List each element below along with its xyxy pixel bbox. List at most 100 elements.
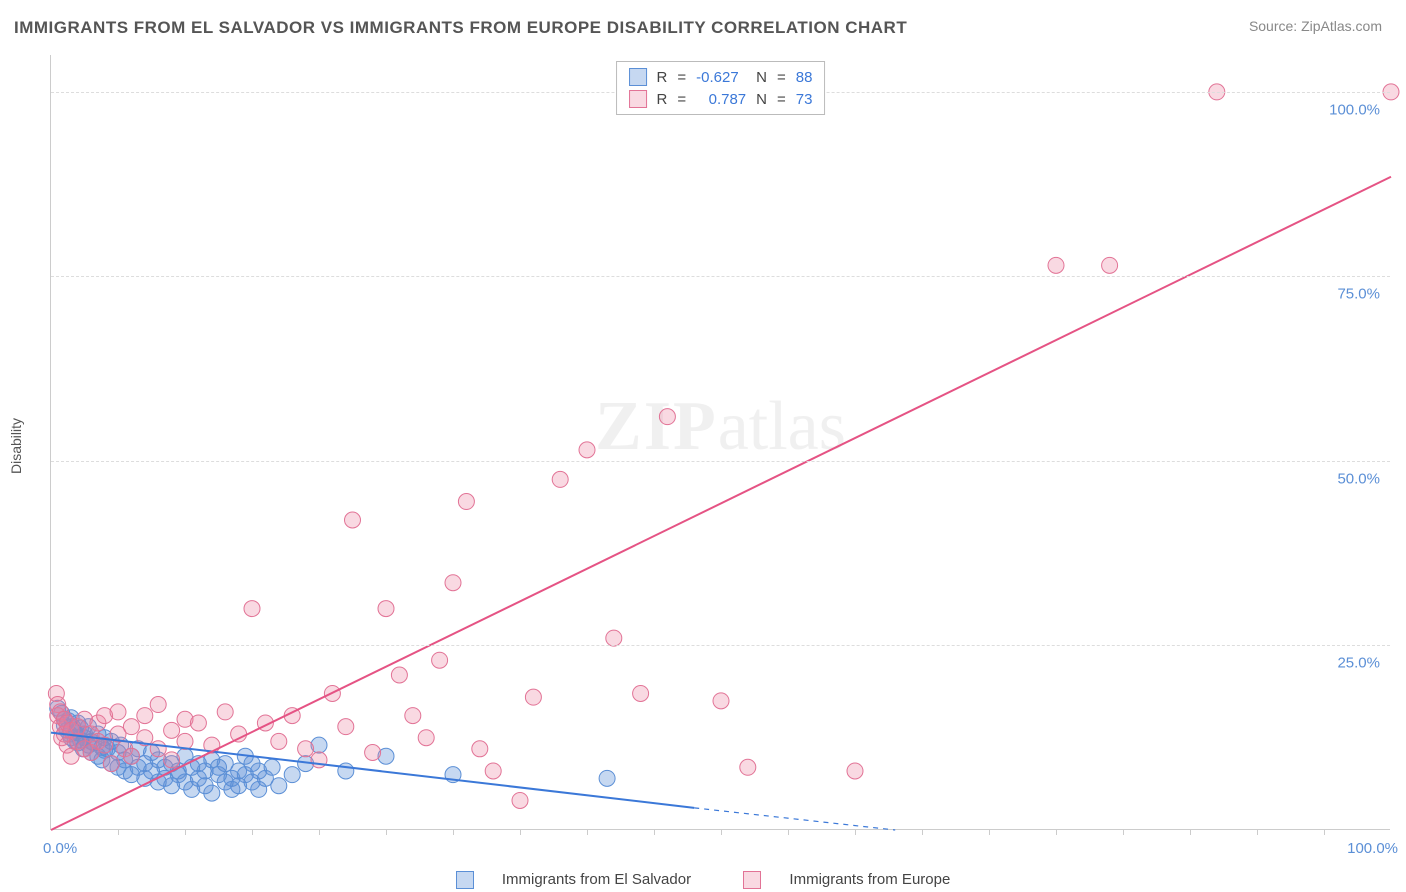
r-value-elsalvador: -0.627	[696, 69, 746, 86]
source-attribution: Source: ZipAtlas.com	[1249, 18, 1382, 34]
scatter-point-europe	[847, 763, 863, 779]
r-value-europe: 0.787	[696, 91, 746, 108]
x-tick	[319, 829, 320, 835]
y-tick-label: 100.0%	[1329, 101, 1380, 118]
scatter-point-europe	[190, 715, 206, 731]
x-tick-label: 100.0%	[1347, 840, 1398, 857]
x-tick	[1056, 829, 1057, 835]
stats-row-europe: R = 0.787 N = 73	[629, 88, 813, 110]
y-axis-label: Disability	[8, 418, 24, 474]
scatter-point-europe	[633, 685, 649, 701]
scatter-point-europe	[298, 741, 314, 757]
regression-line-europe	[51, 177, 1391, 830]
scatter-point-europe	[485, 763, 501, 779]
x-tick-label: 0.0%	[43, 840, 77, 857]
stats-legend: R = -0.627 N = 88 R = 0.787 N = 73	[616, 61, 826, 115]
scatter-point-europe	[472, 741, 488, 757]
grid-line	[51, 645, 1390, 646]
y-tick-label: 25.0%	[1337, 655, 1380, 672]
r-label: R	[657, 91, 668, 108]
x-tick	[252, 829, 253, 835]
scatter-point-elsalvador	[204, 785, 220, 801]
chart-svg	[51, 55, 1390, 829]
n-value-elsalvador: 88	[796, 69, 813, 86]
scatter-point-europe	[345, 512, 361, 528]
x-tick	[185, 829, 186, 835]
x-tick	[520, 829, 521, 835]
scatter-point-europe	[552, 471, 568, 487]
scatter-point-europe	[150, 697, 166, 713]
x-tick	[721, 829, 722, 835]
scatter-point-europe	[405, 708, 421, 724]
eq-sign: =	[777, 91, 786, 108]
scatter-point-europe	[110, 704, 126, 720]
r-label: R	[657, 69, 668, 86]
legend-item-europe: Immigrants from Europe	[731, 871, 962, 888]
stats-row-elsalvador: R = -0.627 N = 88	[629, 66, 813, 88]
scatter-point-elsalvador	[284, 767, 300, 783]
scatter-point-europe	[458, 494, 474, 510]
eq-sign: =	[677, 69, 686, 86]
swatch-elsalvador	[456, 871, 474, 889]
scatter-point-europe	[445, 575, 461, 591]
x-tick	[453, 829, 454, 835]
scatter-point-europe	[164, 752, 180, 768]
x-tick	[1123, 829, 1124, 835]
grid-line	[51, 461, 1390, 462]
scatter-point-europe	[123, 748, 139, 764]
source-link[interactable]: ZipAtlas.com	[1301, 18, 1382, 34]
scatter-point-europe	[244, 601, 260, 617]
n-value-europe: 73	[796, 91, 813, 108]
scatter-point-elsalvador	[338, 763, 354, 779]
scatter-point-elsalvador	[264, 759, 280, 775]
scatter-point-europe	[525, 689, 541, 705]
series-legend: Immigrants from El Salvador Immigrants f…	[0, 871, 1406, 889]
scatter-point-europe	[418, 730, 434, 746]
scatter-point-europe	[659, 409, 675, 425]
scatter-point-europe	[1048, 257, 1064, 273]
swatch-elsalvador	[629, 68, 647, 86]
scatter-point-europe	[103, 756, 119, 772]
x-tick	[855, 829, 856, 835]
scatter-point-europe	[512, 792, 528, 808]
scatter-point-europe	[378, 601, 394, 617]
chart-title: IMMIGRANTS FROM EL SALVADOR VS IMMIGRANT…	[14, 18, 907, 38]
legend-label-europe: Immigrants from Europe	[789, 871, 950, 888]
scatter-point-europe	[432, 652, 448, 668]
scatter-point-elsalvador	[271, 778, 287, 794]
scatter-point-europe	[365, 745, 381, 761]
scatter-point-europe	[391, 667, 407, 683]
x-tick	[1324, 829, 1325, 835]
x-tick	[1190, 829, 1191, 835]
eq-sign: =	[777, 69, 786, 86]
swatch-europe	[629, 90, 647, 108]
x-tick	[118, 829, 119, 835]
scatter-point-europe	[217, 704, 233, 720]
scatter-point-europe	[123, 719, 139, 735]
scatter-point-elsalvador	[599, 770, 615, 786]
x-tick	[989, 829, 990, 835]
scatter-point-europe	[271, 733, 287, 749]
scatter-point-europe	[713, 693, 729, 709]
x-tick	[1257, 829, 1258, 835]
scatter-point-europe	[137, 708, 153, 724]
scatter-point-europe	[606, 630, 622, 646]
source-label: Source:	[1249, 18, 1297, 34]
x-tick	[922, 829, 923, 835]
n-label: N	[756, 91, 767, 108]
x-tick	[788, 829, 789, 835]
x-tick	[654, 829, 655, 835]
eq-sign: =	[677, 91, 686, 108]
n-label: N	[756, 69, 767, 86]
x-tick	[587, 829, 588, 835]
scatter-point-europe	[1102, 257, 1118, 273]
grid-line	[51, 276, 1390, 277]
scatter-point-europe	[164, 722, 180, 738]
plot-area: ZIPatlas R = -0.627 N = 88 R = 0.787 N =…	[50, 55, 1390, 830]
legend-label-elsalvador: Immigrants from El Salvador	[502, 871, 691, 888]
legend-item-elsalvador: Immigrants from El Salvador	[444, 871, 708, 888]
y-tick-label: 50.0%	[1337, 470, 1380, 487]
scatter-point-europe	[150, 741, 166, 757]
y-tick-label: 75.0%	[1337, 286, 1380, 303]
swatch-europe	[743, 871, 761, 889]
